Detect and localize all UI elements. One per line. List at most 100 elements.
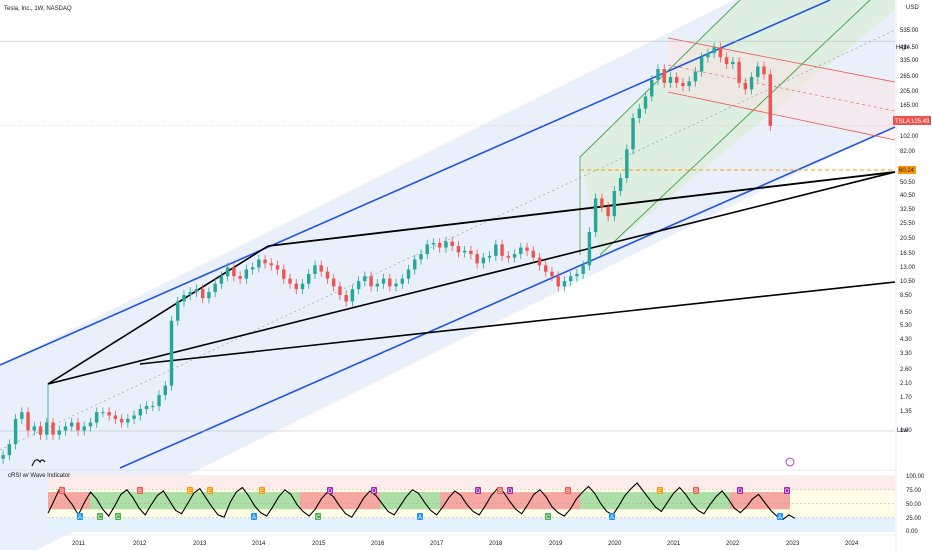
candle-body: [712, 47, 716, 54]
wave-marker: [259, 487, 265, 494]
wave-marker: [784, 487, 790, 494]
candle-body: [369, 276, 373, 287]
wave-marker: [737, 487, 743, 494]
last-price-symbol: TSLA: [895, 119, 910, 125]
candle-body: [662, 68, 666, 83]
time-tick-label: 2021: [667, 541, 681, 547]
candle-body: [625, 149, 629, 179]
price-tick-label: 205.00: [900, 89, 919, 95]
wave-marker: [497, 487, 503, 494]
wave-marker-label: B: [498, 489, 502, 495]
last-price-tag: [893, 116, 931, 125]
green-channel-fill: [580, 0, 895, 255]
candle-body: [637, 108, 642, 119]
wave-marker: [251, 513, 257, 520]
wave-marker-label: D: [738, 489, 743, 495]
wave-marker: [475, 487, 481, 494]
level-value: 60.24: [899, 168, 915, 174]
blue-channel-upper: [0, 0, 831, 366]
wave-marker-label: A: [778, 515, 782, 521]
wave-marker: [657, 487, 663, 494]
wave-marker: [187, 487, 193, 494]
price-tick-label: 2.60: [900, 367, 912, 373]
candle-body: [250, 267, 255, 270]
candle-body: [338, 286, 342, 296]
candle-body: [762, 66, 766, 75]
candle-body: [512, 254, 517, 258]
candle-body: [288, 278, 292, 284]
time-tick-label: 2013: [193, 541, 207, 547]
price-candles: [1, 42, 772, 464]
candle-body: [581, 265, 585, 274]
candle-body: [244, 269, 249, 279]
candle-body: [356, 281, 361, 290]
candle-body: [706, 53, 710, 58]
price-tick-label: 13.00: [900, 265, 916, 271]
wave-marker-label: D: [785, 489, 790, 495]
indicator-upper-band: [48, 475, 895, 490]
candle-body: [32, 426, 37, 431]
candle-body: [693, 71, 698, 82]
price-tick-label: 6.50: [900, 310, 912, 316]
candle-body: [313, 265, 317, 274]
candle-body: [743, 82, 748, 90]
wave-marker: [609, 513, 615, 520]
candle-body: [20, 412, 24, 419]
candle-body: [107, 412, 111, 416]
candle-body: [437, 242, 442, 248]
candle-body: [319, 265, 323, 272]
price-tick-label: 102.00: [900, 134, 919, 140]
candle-body: [119, 418, 124, 423]
wave-marker: [137, 487, 143, 494]
tradingview-logo: [31, 459, 46, 467]
indicator-zone: [380, 492, 440, 510]
blue-channel-lower: [119, 126, 896, 469]
price-tick-label: 535.00: [900, 28, 919, 34]
candle-body: [213, 283, 217, 293]
candle-body: [101, 412, 105, 414]
candle-body: [344, 295, 348, 302]
wave-marker-label: E: [188, 489, 192, 495]
time-tick-label: 2024: [845, 541, 859, 547]
candle-body: [144, 406, 149, 410]
candle-body: [687, 81, 691, 87]
candle-body: [556, 276, 560, 287]
last-price-value: 125.49: [911, 119, 930, 125]
candle-body: [606, 206, 610, 217]
chart-title: Tesla, Inc., 1W, NASDAQ: [4, 6, 72, 12]
price-tick-label: 2.10: [900, 381, 912, 387]
candle-body: [444, 241, 448, 248]
candle-body: [419, 254, 423, 260]
candle-body: [238, 276, 242, 279]
price-tick-label: 25.50: [900, 221, 916, 227]
wave-marker: [777, 513, 783, 520]
price-tick-label: 10.50: [900, 279, 916, 285]
price-tick-label: 4.30: [900, 337, 912, 343]
green-channel-upper: [579, 0, 741, 158]
candle-body: [668, 76, 673, 83]
price-tick-label: 8.50: [900, 293, 912, 299]
high-label: High: [896, 45, 908, 51]
candle-body: [413, 259, 417, 270]
candle-body: [151, 406, 155, 408]
wave-marker-label: A: [418, 515, 422, 521]
candle-body: [350, 289, 355, 302]
indicator-zone: [520, 492, 580, 510]
wave-marker-label: D: [328, 489, 333, 495]
candle-body: [681, 82, 685, 87]
candle-body: [169, 320, 174, 386]
candle-body: [500, 244, 504, 256]
candle-body: [394, 283, 398, 287]
price-tick-label: 265.00: [900, 74, 919, 80]
candle-body: [469, 250, 473, 255]
candle-body: [207, 292, 211, 299]
candle-body: [113, 415, 118, 419]
candle-body: [525, 247, 529, 251]
candle-body: [456, 245, 461, 253]
candle-body: [537, 257, 542, 266]
price-tick-label: 5.30: [900, 323, 912, 329]
early-trendline: [47, 245, 269, 385]
candle-body: [749, 76, 754, 90]
